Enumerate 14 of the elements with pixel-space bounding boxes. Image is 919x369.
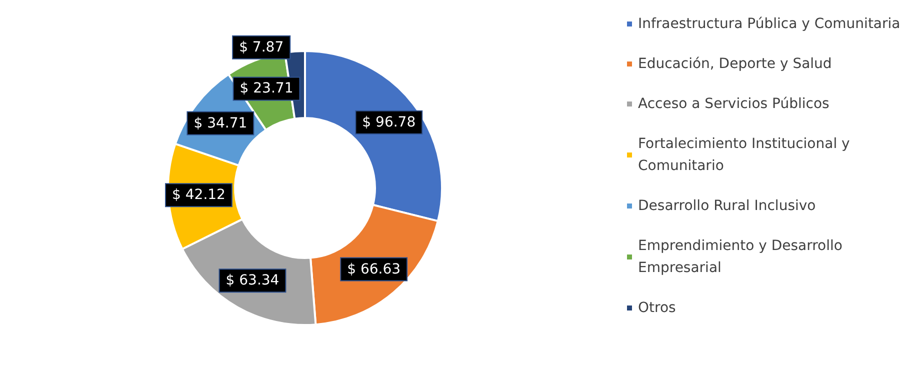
legend-label: Fortalecimiento Institucional y Comunitario <box>638 136 854 174</box>
data-label: $ 63.34 <box>226 272 280 289</box>
data-label: $ 42.12 <box>172 187 226 204</box>
data-label: $ 7.87 <box>239 39 284 56</box>
data-label: $ 96.78 <box>362 114 416 130</box>
legend-label: Otros <box>638 300 676 316</box>
data-label: $ 66.63 <box>347 261 401 278</box>
legend-label: Desarrollo Rural Inclusivo <box>638 198 816 214</box>
data-label: $ 34.71 <box>194 115 248 132</box>
legend-label: Emprendimiento y Desarrollo Empresarial <box>638 238 847 276</box>
legend-label: Acceso a Servicios Públicos <box>638 96 830 112</box>
legend-label: Educación, Deporte y Salud <box>638 56 832 72</box>
legend-label: Infraestructura Pública y Comunitaria <box>638 16 900 32</box>
data-label: $ 23.71 <box>240 80 294 97</box>
